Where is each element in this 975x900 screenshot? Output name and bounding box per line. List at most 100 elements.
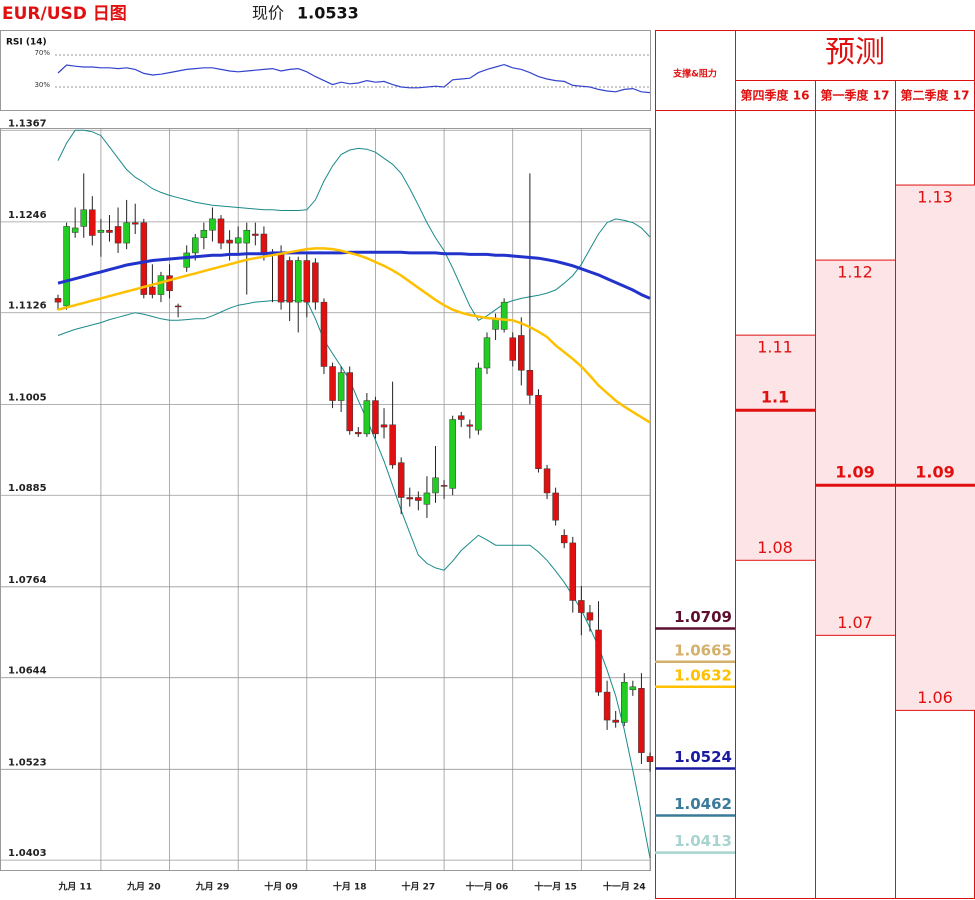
title: EUR/USD 日图 (2, 4, 127, 24)
main-frame (0, 128, 651, 871)
candle-body (106, 229, 113, 233)
price: 1.0533 (297, 4, 359, 23)
candle-body (329, 366, 336, 401)
candle-body (243, 229, 251, 244)
candle-body (303, 260, 311, 303)
price-label: 现价 (252, 4, 284, 23)
candle-body (200, 229, 208, 239)
x-tick-label: 十月 09 (264, 881, 298, 893)
candle-body (131, 222, 139, 225)
forecast-range (735, 334, 816, 561)
support-label: 1.0709 (674, 608, 732, 626)
y-tick-label: 1.0764 (8, 575, 47, 586)
y-tick-label: 1.0644 (8, 666, 47, 677)
candle-body (440, 485, 448, 487)
candle-body (54, 298, 62, 303)
rsi-title: RSI (14) (6, 38, 47, 48)
rsi-tick-label: 70% (34, 49, 50, 57)
candle-body (97, 229, 105, 233)
forecast-mid-label: 1.09 (835, 463, 874, 482)
candle-body (346, 372, 353, 432)
rsi-frame (0, 30, 651, 111)
y-tick-label: 1.1367 (8, 118, 47, 129)
support-label: 1.0632 (674, 666, 732, 684)
y-tick-label: 1.1126 (8, 301, 47, 312)
indicator-line (57, 129, 651, 321)
candle-body (89, 209, 96, 236)
candle-body (372, 400, 379, 435)
y-tick-label: 1.1246 (8, 210, 47, 221)
candle-body (526, 370, 534, 396)
candle-body (380, 424, 388, 428)
x-tick-label: 十月 27 (402, 881, 436, 893)
candle-body (286, 260, 293, 303)
candle-body (157, 275, 165, 295)
candle-body (114, 226, 122, 244)
candle-body (389, 424, 396, 466)
candle-body (423, 492, 431, 505)
candle-body (509, 337, 516, 361)
candle-body (183, 252, 190, 268)
x-tick-label: 十一月 24 (603, 881, 646, 893)
candle-body (457, 415, 465, 420)
indicator-line (57, 247, 651, 424)
candle-body (234, 237, 242, 244)
indicator-line (57, 250, 651, 300)
candle-body (415, 497, 422, 501)
candle-body (226, 239, 233, 244)
candle-body (560, 535, 568, 544)
candle-body (500, 301, 508, 330)
x-tick-label: 十月 18 (333, 881, 367, 893)
candle-body (260, 233, 268, 254)
forecast-range (815, 259, 896, 636)
x-tick-label: 九月 29 (195, 881, 230, 893)
candle-body (586, 612, 594, 621)
candle-body (294, 260, 302, 303)
candle-body (277, 252, 285, 303)
candle-body (166, 275, 173, 292)
candle-body (612, 719, 619, 723)
y-tick-label: 1.0885 (8, 483, 47, 494)
forecast-high-label: 1.11 (757, 338, 793, 357)
candle-body (475, 367, 482, 431)
candle-body (320, 301, 328, 367)
forecast-column-name: 第四季度 16 (741, 88, 810, 103)
forecast-range (895, 184, 975, 711)
support-label: 1.0665 (674, 641, 732, 659)
forecast-high-label: 1.13 (917, 188, 953, 207)
candle-body (363, 400, 371, 435)
x-tick-label: 十一月 06 (466, 881, 509, 893)
forecast-high-label: 1.12 (837, 263, 873, 282)
y-tick-label: 1.1005 (8, 392, 47, 403)
candle-body (174, 305, 182, 308)
candle-body (621, 681, 628, 723)
candle-body (123, 222, 130, 244)
forecast-low-label: 1.06 (917, 688, 953, 707)
support-label: 1.0524 (674, 748, 732, 766)
support-label: 1.0462 (674, 795, 732, 813)
candle-body (406, 497, 414, 500)
candle-body (149, 286, 156, 295)
y-tick-label: 1.0403 (8, 848, 47, 859)
candle-body (209, 218, 216, 231)
candle-body (71, 227, 79, 233)
candle-body (638, 688, 645, 753)
candle-body (80, 209, 87, 227)
rsi-tick-label: 30% (34, 81, 50, 89)
indicator-line (57, 300, 651, 858)
candle-body (646, 756, 654, 762)
candle-body (337, 372, 345, 401)
candle-body (397, 462, 405, 498)
candle-body (252, 233, 259, 236)
forecast-column-name: 第一季度 17 (821, 88, 890, 103)
x-tick-label: 十一月 15 (534, 881, 577, 893)
candle-body (449, 419, 456, 489)
candle-body (355, 432, 362, 435)
candle-body (535, 395, 542, 469)
candle-body (432, 477, 439, 494)
forecast-low-label: 1.07 (837, 613, 873, 632)
forecast-title: 预测 (825, 36, 885, 69)
candle-body (192, 237, 199, 254)
candle-body (595, 629, 602, 693)
